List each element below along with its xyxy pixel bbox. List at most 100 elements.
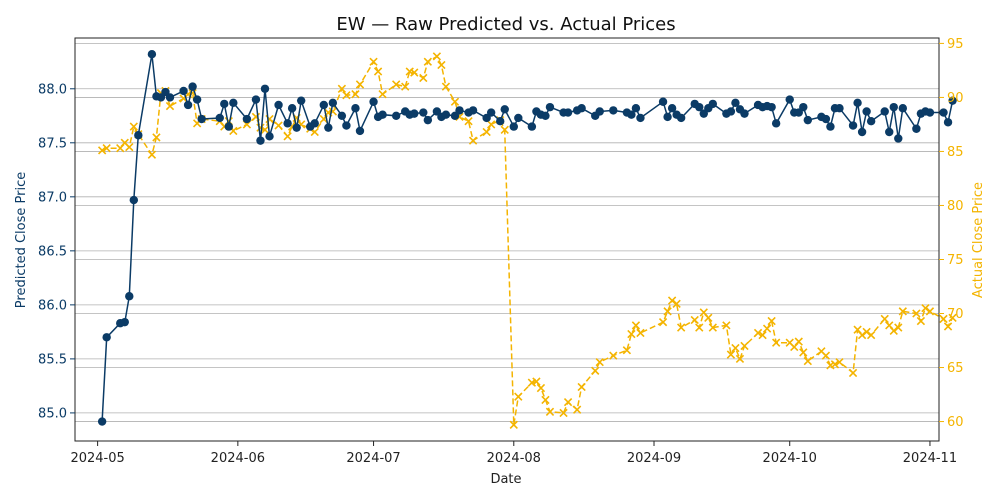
- actual-point: [753, 328, 763, 338]
- actual-point: [369, 57, 378, 66]
- actual-point: [152, 133, 161, 142]
- predicted-point: [880, 107, 889, 116]
- actual-point: [898, 307, 907, 316]
- actual-point: [667, 296, 677, 305]
- predicted-point: [319, 100, 328, 110]
- predicted-point: [799, 102, 808, 112]
- predicted-point: [857, 127, 867, 137]
- left-y-tick-label: 88.0: [38, 82, 67, 97]
- actual-point: [468, 136, 478, 145]
- predicted-point: [102, 333, 111, 342]
- predicted-point: [224, 122, 234, 131]
- predicted-point: [134, 131, 143, 140]
- actual-point: [708, 323, 717, 332]
- predicted-point: [948, 96, 957, 105]
- predicted-point: [609, 106, 618, 115]
- predicted-point: [862, 107, 871, 116]
- left-y-axis: 85.0 85.5 86.0 86.5 87.0 87.5 88.0: [38, 82, 75, 421]
- predicted-point: [740, 109, 749, 118]
- actual-point: [401, 82, 410, 91]
- predicted-point: [423, 115, 433, 125]
- predicted-point: [274, 100, 283, 110]
- predicted-point: [885, 127, 894, 137]
- predicted-point: [283, 119, 292, 128]
- predicted-point: [771, 119, 781, 128]
- right-series-line: [101, 55, 954, 425]
- predicted-point: [188, 82, 197, 91]
- predicted-point: [577, 104, 586, 113]
- actual-point: [821, 351, 831, 360]
- predicted-point: [287, 104, 297, 113]
- actual-point: [704, 313, 713, 322]
- actual-point: [695, 323, 704, 332]
- actual-point: [274, 121, 283, 130]
- actual-point: [916, 316, 926, 326]
- predicted-point: [455, 106, 464, 115]
- actual-point: [803, 356, 812, 366]
- actual-point: [622, 346, 632, 355]
- predicted-point: [898, 104, 908, 113]
- actual-point: [857, 330, 867, 340]
- actual-point: [866, 330, 876, 340]
- actual-point: [559, 408, 568, 418]
- predicted-point: [220, 99, 229, 109]
- actual-point: [631, 321, 641, 330]
- predicted-point: [242, 114, 252, 124]
- predicted-point: [943, 118, 953, 127]
- predicted-point: [785, 95, 794, 104]
- actual-point: [943, 322, 953, 331]
- predicted-point: [256, 136, 265, 145]
- actual-point: [532, 377, 541, 386]
- actual-point: [948, 313, 957, 322]
- actual-point: [572, 405, 582, 414]
- predicted-point: [419, 108, 428, 117]
- left-series-line: [101, 54, 954, 422]
- predicted-point: [310, 119, 319, 128]
- actual-point: [658, 317, 668, 327]
- actual-point: [794, 337, 803, 346]
- actual-point: [351, 90, 360, 99]
- predicted-point: [631, 104, 641, 113]
- actual-point: [880, 314, 889, 324]
- predicted-point: [183, 100, 193, 110]
- actual-point: [690, 315, 699, 325]
- predicted-point: [853, 98, 862, 108]
- predicted-point: [129, 195, 139, 205]
- actual-point: [799, 348, 808, 357]
- actual-point: [939, 314, 948, 324]
- actual-point: [441, 82, 451, 91]
- x-tick-label: 2024-09: [627, 451, 681, 466]
- actual-point: [260, 125, 270, 135]
- predicted-point: [627, 110, 636, 119]
- actual-point: [912, 309, 921, 318]
- actual-point: [432, 52, 442, 61]
- predicted-point: [821, 114, 831, 124]
- predicted-point: [120, 317, 129, 327]
- actual-point: [636, 328, 645, 338]
- predicted-point: [468, 106, 478, 115]
- actual-point: [514, 392, 523, 401]
- predicted-point: [229, 98, 238, 108]
- left-y-tick-label: 86.0: [38, 298, 67, 313]
- right-y-axis: 60 65 70 75 80 85 90 95: [939, 37, 964, 430]
- actual-point: [147, 150, 157, 159]
- predicted-point: [866, 116, 876, 126]
- x-axis-label: Date: [490, 472, 521, 487]
- predicted-point: [925, 108, 935, 117]
- x-tick-label: 2024-08: [487, 451, 541, 466]
- predicted-point: [636, 113, 645, 123]
- right-y-tick-label: 75: [947, 253, 964, 268]
- predicted-point: [296, 96, 306, 105]
- predicted-point: [803, 115, 813, 125]
- left-y-tick-label: 86.5: [38, 244, 67, 259]
- actual-point: [771, 338, 781, 347]
- predicted-point: [939, 108, 948, 117]
- actual-point: [591, 366, 600, 375]
- right-y-axis-label: Actual Close Price: [971, 182, 986, 298]
- predicted-point: [663, 112, 672, 122]
- predicted-point: [197, 114, 206, 124]
- predicted-point: [179, 86, 188, 96]
- predicted-point: [767, 102, 776, 112]
- actual-point: [355, 80, 365, 89]
- actual-point: [758, 330, 767, 340]
